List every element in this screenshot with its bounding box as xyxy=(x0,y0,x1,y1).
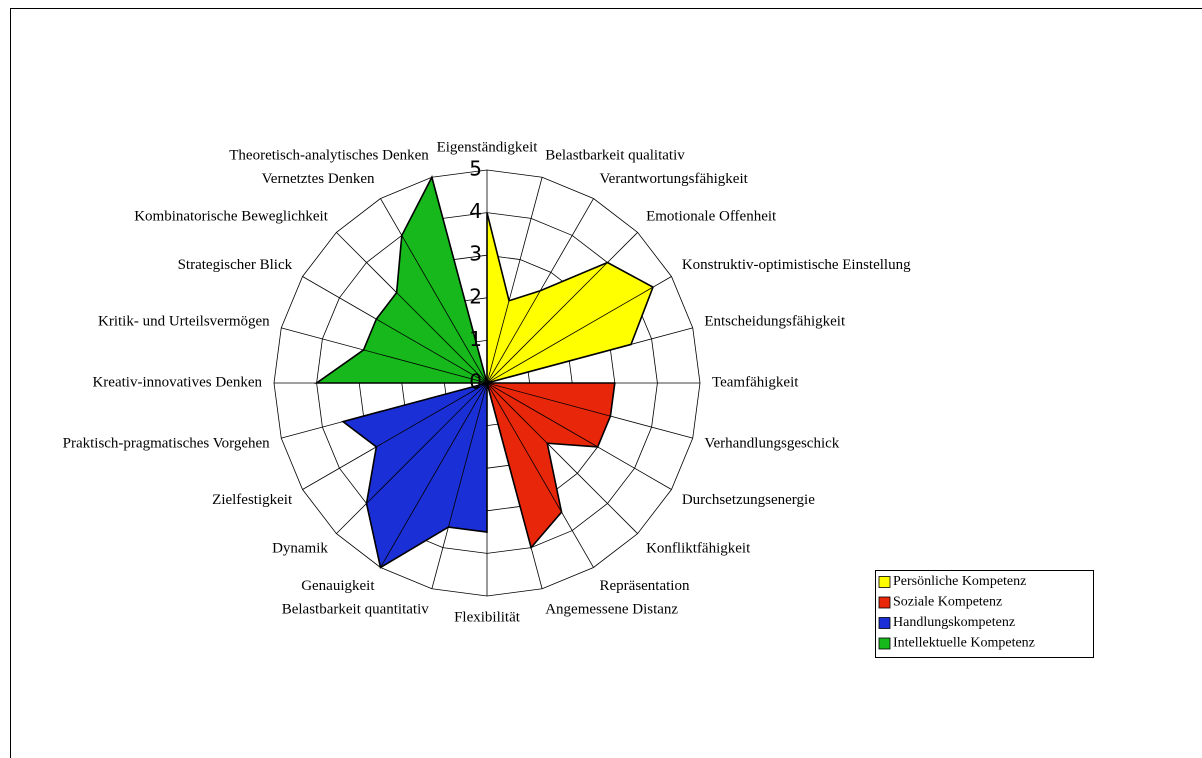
axis-label: Verantwortungsfähigkeit xyxy=(600,171,749,187)
series-spoke xyxy=(486,300,510,384)
series-area xyxy=(341,381,488,569)
series-spoke xyxy=(396,292,488,384)
series-spoke xyxy=(486,382,562,513)
axis-label: Verhandlungsgeschick xyxy=(704,435,839,451)
axis-label: Konstruktiv-optimistische Einstellung xyxy=(682,257,911,273)
tick-label: 4 xyxy=(469,199,482,223)
series-spoke xyxy=(431,177,488,384)
legend-box xyxy=(875,570,1094,658)
series-spoke xyxy=(486,382,532,548)
series-spoke xyxy=(376,382,488,448)
legend-swatch xyxy=(878,596,891,609)
axis-label: Durchsetzungsenergie xyxy=(682,492,815,508)
legend-label: Intellektuelle Kompetenz xyxy=(893,636,1035,651)
series-spoke xyxy=(486,382,598,448)
tick-label: 1 xyxy=(469,327,482,351)
tick-label: 0 xyxy=(469,370,482,394)
axis-label: Eigenständigkeit xyxy=(437,139,539,155)
series-spoke xyxy=(486,286,654,384)
series-spoke xyxy=(380,382,488,568)
axis-label: Praktisch-pragmatisches Vorgehen xyxy=(63,435,271,451)
series-spoke xyxy=(486,382,611,417)
series-spoke xyxy=(448,382,488,528)
series-area xyxy=(485,382,616,550)
axis-label: Strategischer Blick xyxy=(178,257,293,273)
axis-label: Dynamik xyxy=(272,541,328,557)
tick-label: 2 xyxy=(469,284,482,308)
axis-label: Emotionale Offenheit xyxy=(646,208,777,224)
series-spoke xyxy=(342,382,488,422)
legend-swatch xyxy=(878,576,891,588)
axis-label: Entscheidungsfähigkeit xyxy=(704,314,846,330)
series-spoke xyxy=(363,349,488,384)
series-spoke xyxy=(486,262,608,384)
tick-label: 5 xyxy=(469,157,482,181)
legend-swatch xyxy=(878,637,891,650)
axis-label: Kombinatorische Beweglichkeit xyxy=(134,208,329,224)
axis-label: Kreativ-innovatives Denken xyxy=(92,374,262,390)
axis-label: Repräsentation xyxy=(600,578,690,594)
tick-label: 3 xyxy=(469,242,482,266)
legend-label: Handlungskompetenz xyxy=(893,615,1015,630)
legend-label: Soziale Kompetenz xyxy=(893,595,1002,610)
series-spoke xyxy=(486,344,632,384)
legend-label: Persönliche Kompetenz xyxy=(893,574,1026,589)
axis-label: Angemessene Distanz xyxy=(545,601,678,617)
series-spoke xyxy=(486,290,541,384)
axis-label: Flexibilität xyxy=(454,609,521,625)
axis-label: Konfliktfähigkeit xyxy=(646,541,751,557)
axis-label: Teamfähigkeit xyxy=(712,374,799,390)
axis-label: Zielfestigkeit xyxy=(212,492,293,508)
axis-label: Theoretisch-analytisches Denken xyxy=(229,147,429,163)
axis-label: Belastbarkeit quantitativ xyxy=(282,601,430,617)
series-area xyxy=(314,175,489,384)
series-spoke xyxy=(366,382,488,504)
axis-label: Genauigkeit xyxy=(301,578,375,594)
series-spoke xyxy=(486,382,548,444)
series-spoke xyxy=(376,318,488,384)
series-area xyxy=(486,212,655,385)
legend-swatch xyxy=(878,617,891,629)
series-spoke xyxy=(401,235,488,384)
axis-label: Kritik- und Urteilsvermögen xyxy=(98,314,270,330)
axis-label: Belastbarkeit qualitativ xyxy=(545,147,685,163)
axis-label: Vernetztes Denken xyxy=(262,171,375,187)
